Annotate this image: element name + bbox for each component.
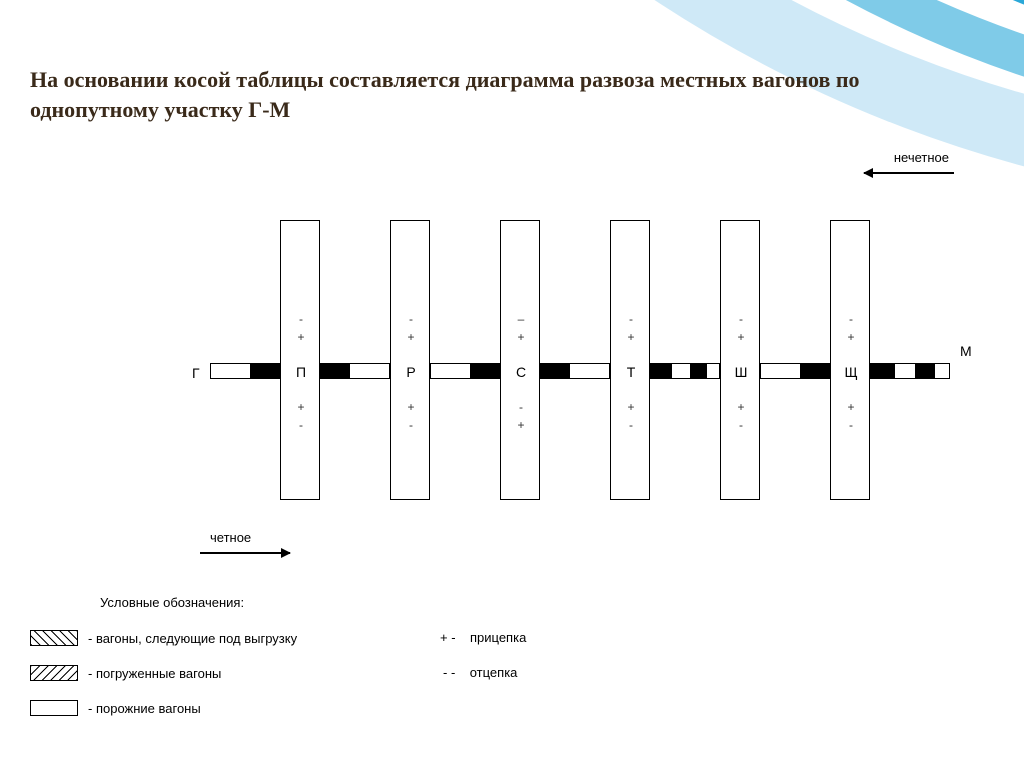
track-black-segment xyxy=(321,364,350,378)
station-sign: + xyxy=(831,330,871,344)
arrow-right-icon xyxy=(200,552,290,554)
station-sign: - xyxy=(831,312,871,326)
station-sign: - xyxy=(611,418,651,432)
track-black-segment xyxy=(651,364,672,378)
track-black-segment xyxy=(690,364,708,378)
track-black-segment xyxy=(871,364,895,378)
station-sign: + xyxy=(721,400,761,414)
station-sign: + xyxy=(501,330,541,344)
station-sign: - xyxy=(831,418,871,432)
legend-symbol: + - прицепка xyxy=(440,630,526,645)
swatch-hatch-icon xyxy=(30,665,78,681)
station-sign: + xyxy=(281,330,321,344)
legend-text: - порожние вагоны xyxy=(88,701,201,716)
station-label: Р xyxy=(391,364,431,380)
track-segment xyxy=(760,363,830,379)
endpoint-left: Г xyxy=(192,365,200,381)
station-sign: - xyxy=(721,312,761,326)
station-sign: - xyxy=(611,312,651,326)
station-sign: + xyxy=(611,330,651,344)
station-sign: - xyxy=(391,418,431,432)
station-sign: - xyxy=(501,400,541,414)
station-sign: + xyxy=(611,400,651,414)
legend-row: - вагоны, следующие под выгрузку xyxy=(30,630,297,646)
track-segment xyxy=(430,363,500,379)
direction-odd-label: нечетное xyxy=(894,150,949,165)
station-label: Ш xyxy=(721,364,761,380)
station-box: Ш - + + - xyxy=(720,220,760,500)
station-label: Т xyxy=(611,364,651,380)
arrow-left-icon xyxy=(864,172,954,174)
station-sign: + xyxy=(281,400,321,414)
legend-title: Условные обозначения: xyxy=(100,595,244,610)
legend-text: - погруженные вагоны xyxy=(88,666,221,681)
station-sign: - xyxy=(281,312,321,326)
legend-text: - вагоны, следующие под выгрузку xyxy=(88,631,297,646)
track-segment xyxy=(650,363,720,379)
station-sign: + xyxy=(391,330,431,344)
station-box: Щ - + + - xyxy=(830,220,870,500)
station-sign: + xyxy=(391,400,431,414)
station-label: П xyxy=(281,364,321,380)
legend-symbol: - - отцепка xyxy=(443,665,517,680)
track-black-segment xyxy=(915,364,935,378)
station-box: С – + - + xyxy=(500,220,540,500)
swatch-empty-icon xyxy=(30,700,78,716)
legend-row: - погруженные вагоны xyxy=(30,665,221,681)
track-black-segment xyxy=(541,364,570,378)
swatch-hatch-icon xyxy=(30,630,78,646)
track-segment xyxy=(540,363,610,379)
legend-row: - порожние вагоны xyxy=(30,700,201,716)
station-sign: + xyxy=(501,418,541,432)
track-black-segment xyxy=(250,364,282,378)
station-sign: - xyxy=(281,418,321,432)
station-box: Р - + + - xyxy=(390,220,430,500)
endpoint-right: М xyxy=(960,343,972,359)
station-sign: + xyxy=(831,400,871,414)
station-sign: – xyxy=(501,312,541,326)
track-segment xyxy=(320,363,390,379)
station-box: П - + + - xyxy=(280,220,320,500)
station-sign: - xyxy=(721,418,761,432)
station-sign: + xyxy=(721,330,761,344)
station-box: Т - + + - xyxy=(610,220,650,500)
diagram: П - + + - Р - + + - С – + - + Т - + + - Ш - + + - Щ - + + - xyxy=(0,0,1024,767)
direction-even-label: четное xyxy=(210,530,251,545)
station-sign: - xyxy=(391,312,431,326)
track-black-segment xyxy=(800,364,832,378)
station-label: Щ xyxy=(831,364,871,380)
track-black-segment xyxy=(470,364,502,378)
track-segment xyxy=(870,363,950,379)
track-segment xyxy=(210,363,280,379)
station-label: С xyxy=(501,364,541,380)
